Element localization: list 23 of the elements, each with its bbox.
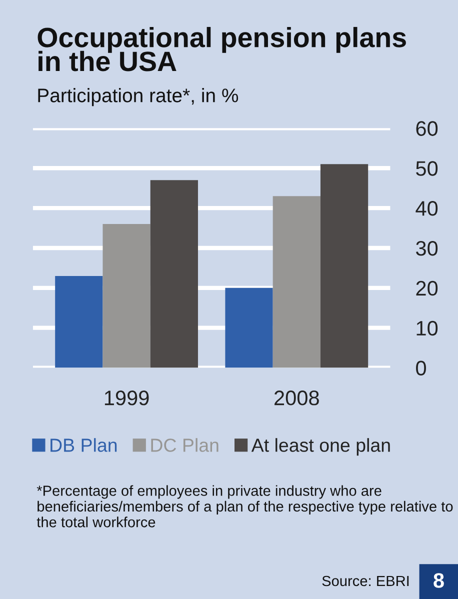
y-tick-label: 60 bbox=[416, 121, 438, 136]
bar bbox=[102, 224, 150, 368]
bar bbox=[272, 196, 320, 368]
y-tick-label: 20 bbox=[416, 280, 438, 296]
x-tick-label: 1999 bbox=[104, 390, 149, 406]
y-tick-label: 30 bbox=[416, 240, 438, 256]
x-tick-label: 2008 bbox=[274, 390, 319, 406]
y-tick-label: 10 bbox=[416, 320, 438, 336]
source-note: Source: EBRI bbox=[322, 576, 409, 586]
bar bbox=[320, 164, 368, 368]
y-tick-label: 40 bbox=[416, 201, 438, 216]
bar bbox=[55, 276, 103, 368]
text: *Percentage of employees in private industry who are beneficiaries/members of a plan of the respective type relative to the total workforce bbox=[36, 485, 453, 528]
text: 8 bbox=[434, 573, 444, 588]
bar bbox=[225, 288, 273, 368]
chart-subtitle: Participation rate*, in % bbox=[38, 88, 238, 106]
y-tick-label: 0 bbox=[416, 360, 426, 376]
legend-label: DC Plan bbox=[151, 438, 218, 452]
legend-label: DB Plan bbox=[50, 438, 117, 452]
y-tick-label: 50 bbox=[416, 161, 438, 176]
legend-label: At least one plan bbox=[251, 438, 390, 456]
bar bbox=[150, 180, 198, 368]
chart-title: Occupational pension plans in the USA bbox=[38, 26, 406, 72]
